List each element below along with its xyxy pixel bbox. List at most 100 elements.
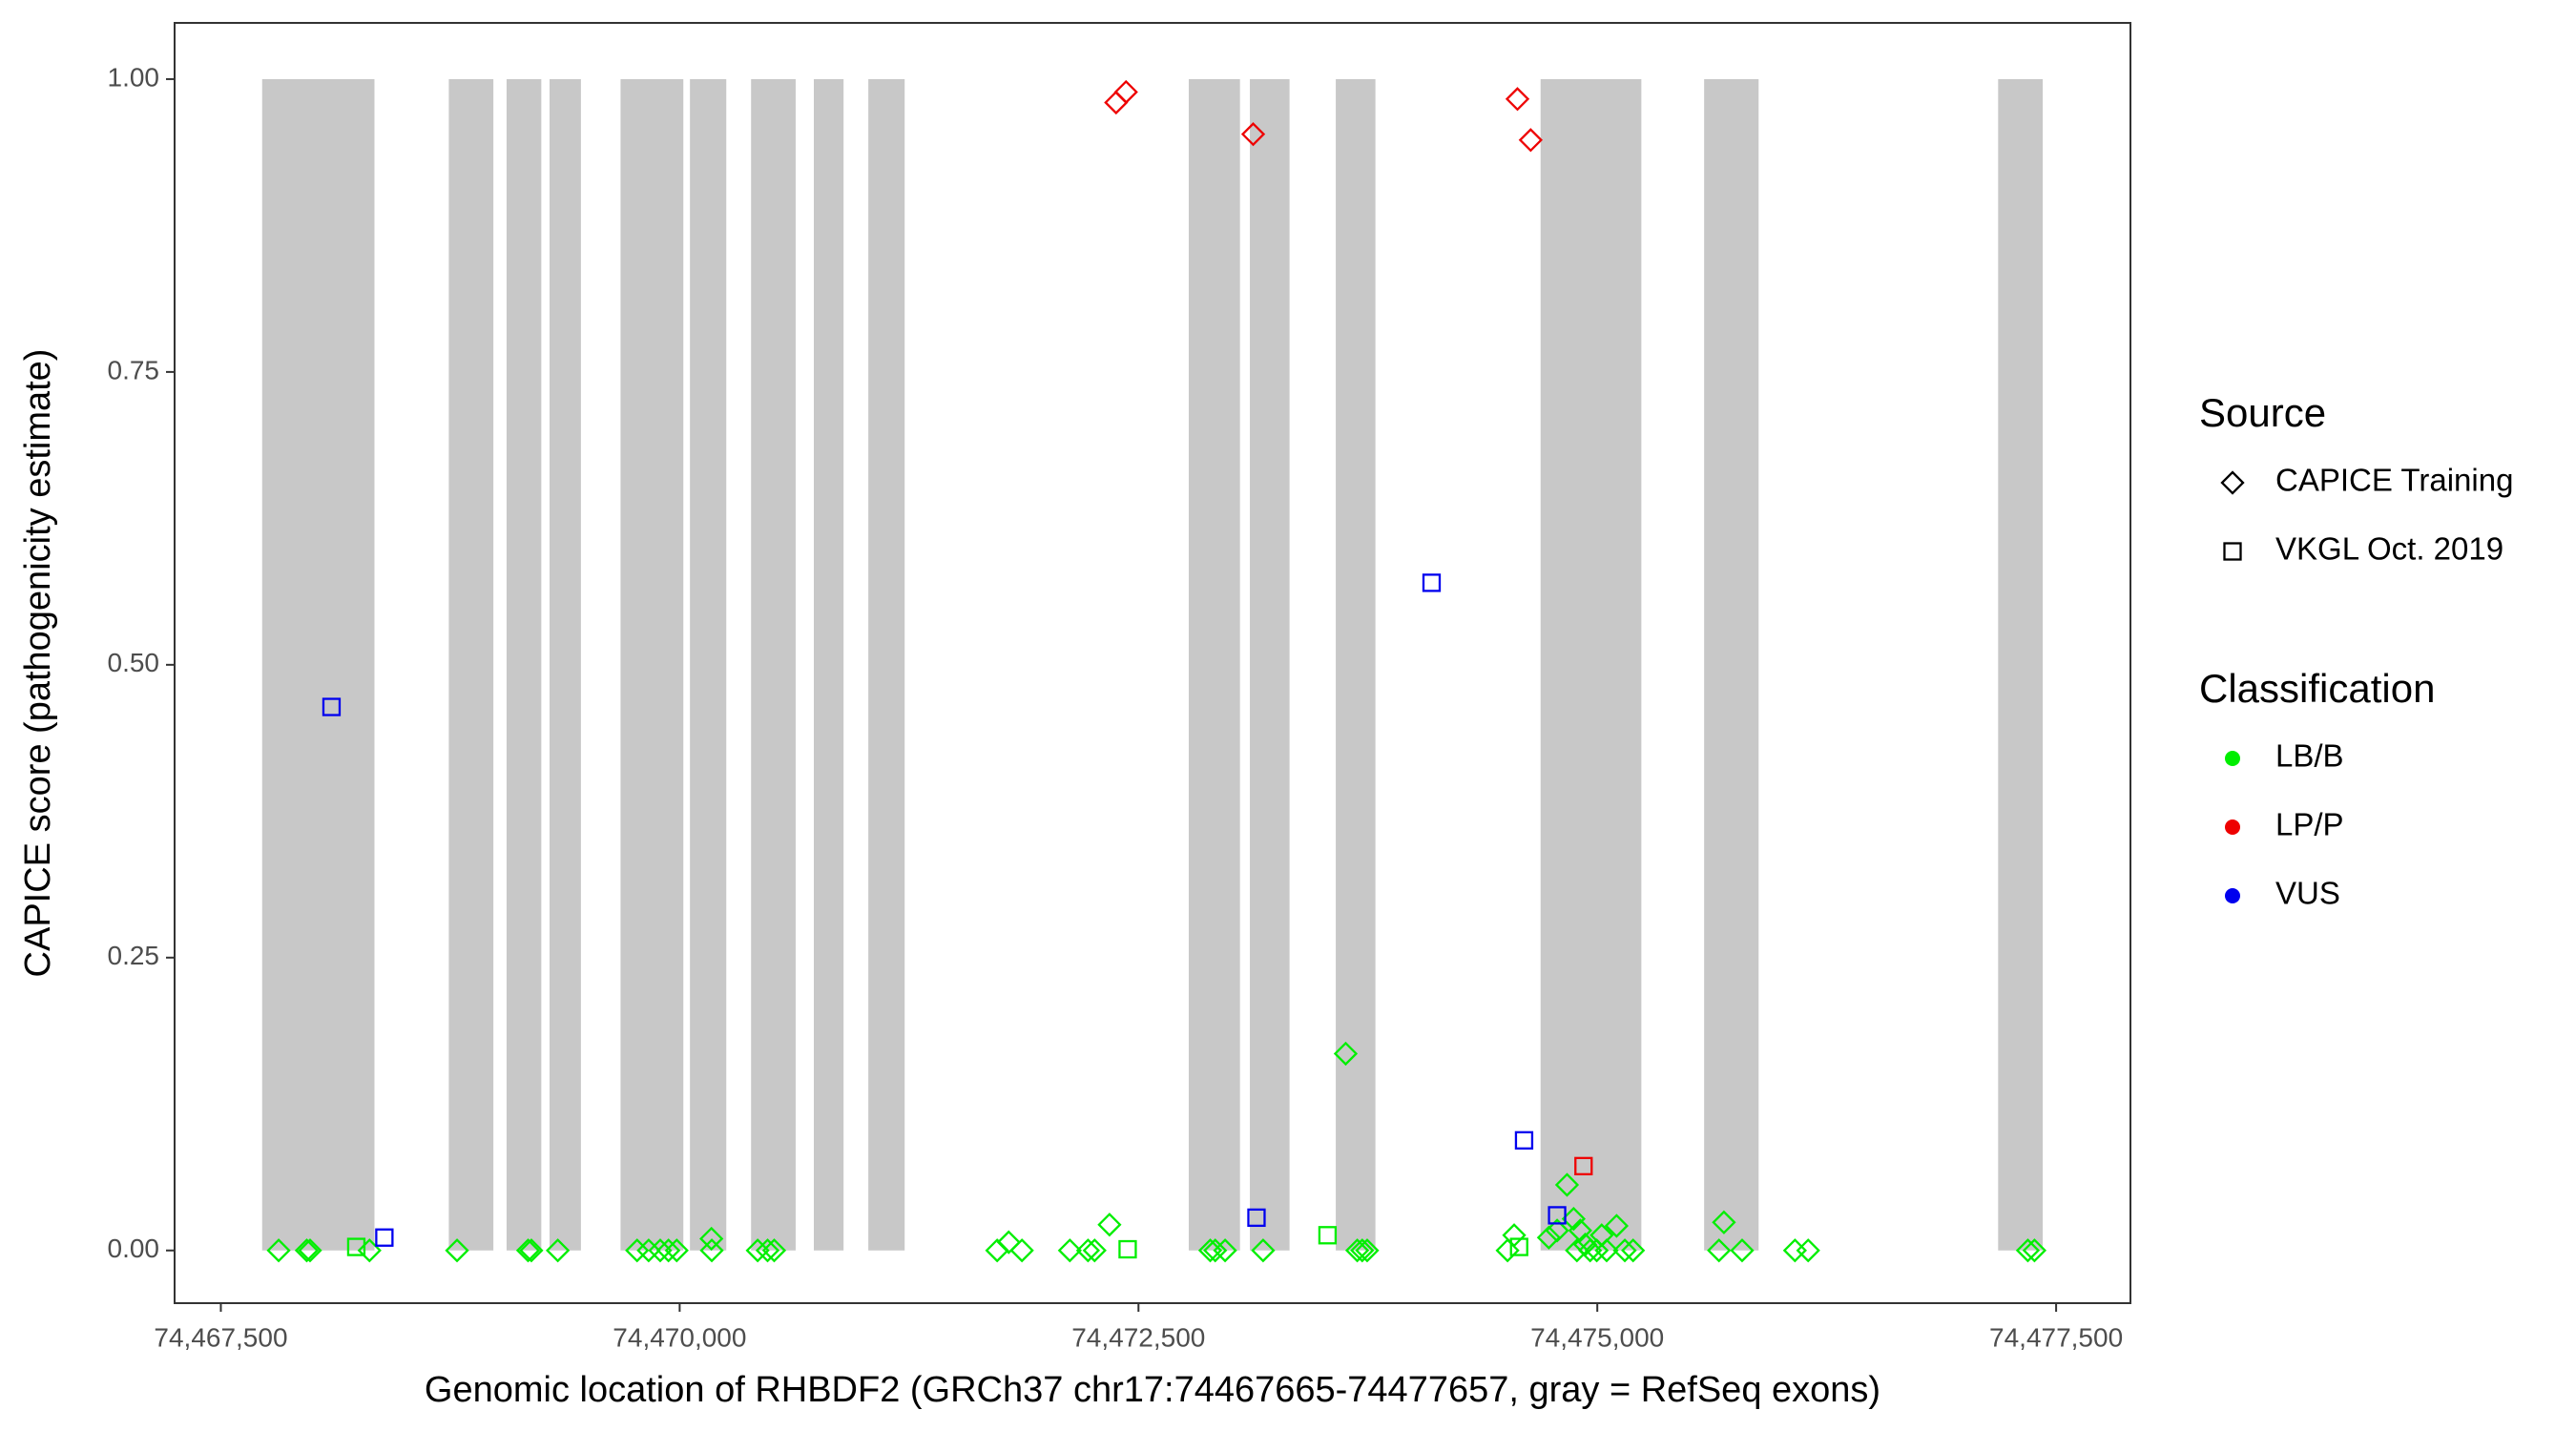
exon [261, 78, 375, 1251]
point [1707, 1238, 1732, 1263]
point [294, 1238, 320, 1263]
point [1782, 1238, 1807, 1263]
legend-label: LP/P [2275, 807, 2344, 842]
point [1545, 1218, 1569, 1243]
point [1355, 1238, 1380, 1263]
point [985, 1238, 1009, 1263]
point [1097, 1213, 1122, 1237]
exon [448, 78, 494, 1251]
point [1604, 1213, 1630, 1238]
legend-label: VUS [2275, 876, 2340, 911]
point [1318, 1226, 1338, 1245]
x-tick-label: 74,475,000 [1530, 1322, 1664, 1352]
point [1113, 79, 1138, 105]
point [761, 1238, 787, 1263]
point [1203, 1238, 1228, 1263]
point [1422, 573, 1442, 592]
point [1612, 1238, 1637, 1263]
y-tick-label: 1.00 [108, 62, 160, 92]
point [2022, 1238, 2047, 1263]
point [1502, 1223, 1527, 1248]
point [1568, 1218, 1592, 1243]
legend-key [2225, 819, 2240, 835]
point [2015, 1238, 2041, 1263]
point [745, 1238, 770, 1263]
point [664, 1238, 689, 1263]
y-tick-label: 0.00 [108, 1234, 160, 1263]
point [1213, 1238, 1237, 1263]
y-tick-label: 0.25 [108, 941, 160, 970]
point [755, 1238, 780, 1263]
point [1730, 1238, 1755, 1263]
point [1554, 1172, 1580, 1197]
legend-label: LB/B [2275, 738, 2344, 774]
point [1712, 1210, 1736, 1234]
legend-key [2223, 542, 2242, 561]
point [1247, 1208, 1266, 1228]
point [322, 697, 342, 716]
y-tick-label: 0.50 [108, 648, 160, 677]
point [1104, 90, 1129, 115]
point [1578, 1238, 1603, 1263]
point [1514, 1130, 1534, 1150]
point [266, 1238, 291, 1263]
point [1584, 1238, 1610, 1263]
point [515, 1238, 541, 1263]
point [699, 1226, 724, 1252]
legend-key [2220, 470, 2245, 495]
exon [549, 78, 581, 1251]
legend-title: Source [2199, 390, 2326, 435]
point [636, 1238, 661, 1263]
point [1251, 1238, 1276, 1263]
legend-key [2225, 888, 2240, 903]
point [357, 1238, 382, 1263]
point [1548, 1206, 1567, 1225]
point [1621, 1238, 1646, 1263]
point [298, 1238, 322, 1263]
point [1509, 1237, 1528, 1256]
exon [1540, 78, 1642, 1251]
point [1009, 1238, 1034, 1263]
point [1350, 1238, 1375, 1263]
point [625, 1238, 650, 1263]
point [1518, 128, 1543, 153]
y-tick-label: 0.75 [108, 355, 160, 384]
legend-title: Classification [2199, 666, 2435, 711]
point [1594, 1238, 1619, 1263]
exon [506, 78, 542, 1251]
exon [868, 78, 905, 1251]
point [1075, 1238, 1101, 1263]
exon [620, 78, 684, 1251]
point [648, 1238, 673, 1263]
point [996, 1230, 1021, 1255]
point [1344, 1238, 1370, 1263]
point [375, 1228, 394, 1247]
legend-label: VKGL Oct. 2019 [2275, 531, 2503, 567]
exon [1188, 78, 1240, 1251]
point [1082, 1238, 1107, 1263]
exon [1336, 78, 1376, 1251]
y-axis-title: CAPICE score (pathogenicity estimate) [18, 349, 58, 978]
plot-border [174, 22, 2131, 1304]
point [656, 1238, 681, 1263]
point [1796, 1238, 1820, 1263]
x-tick-label: 74,467,500 [154, 1322, 287, 1352]
point [1057, 1238, 1082, 1263]
exon [813, 78, 844, 1251]
point [1240, 122, 1266, 147]
point [1333, 1041, 1359, 1067]
point [1536, 1225, 1562, 1250]
exon [690, 78, 727, 1251]
point [346, 1237, 366, 1256]
exon [1704, 78, 1759, 1251]
legend-key [2225, 751, 2240, 766]
x-tick-label: 74,472,500 [1071, 1322, 1205, 1352]
exon [1250, 78, 1290, 1251]
x-axis-title: Genomic location of RHBDF2 (GRCh37 chr17… [425, 1370, 1880, 1410]
point [1495, 1238, 1520, 1263]
point [1561, 1206, 1587, 1232]
exon [1998, 78, 2044, 1251]
point [1505, 87, 1530, 112]
point [1118, 1239, 1137, 1259]
